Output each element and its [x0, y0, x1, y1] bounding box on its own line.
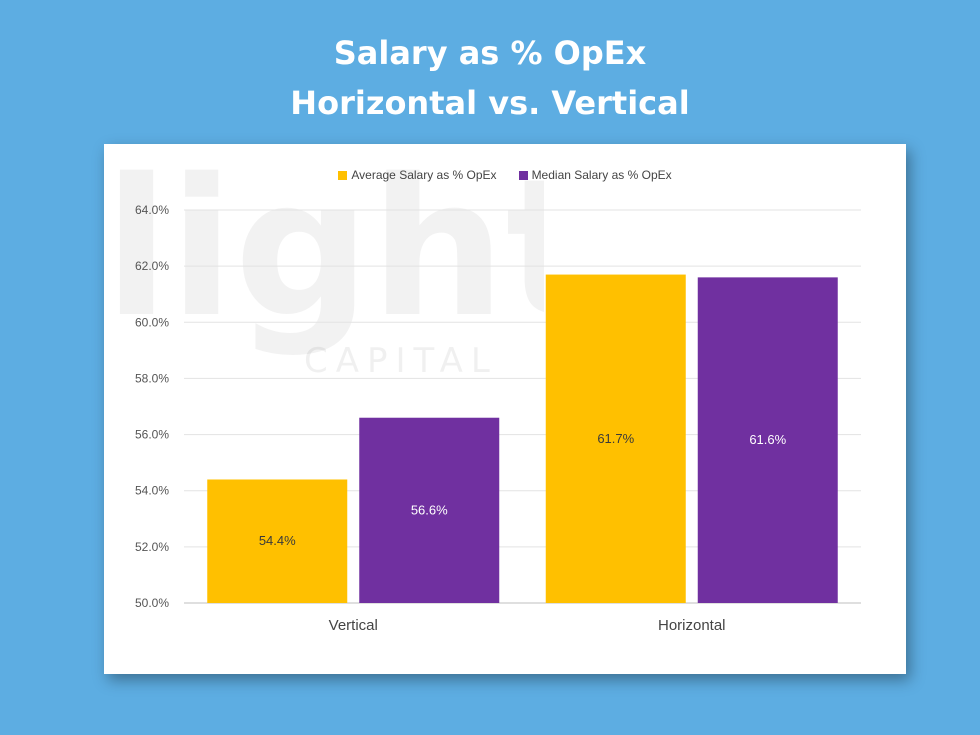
- x-tick-label: Vertical: [329, 617, 378, 634]
- bar-chart: 50.0% 52.0% 54.0% 56.0% 58.0% 60.0% 62.0% 64.0%…: [135, 203, 861, 634]
- chart-card: lighter CAPITAL Average Salary as % OpEx…: [104, 144, 906, 674]
- legend-label-average: Average Salary as % OpEx: [351, 168, 497, 182]
- legend-swatch-median: [518, 170, 528, 180]
- legend-item-average: Average Salary as % OpEx: [338, 168, 497, 182]
- legend-item-median: Median Salary as % OpEx: [518, 168, 672, 182]
- data-label: 56.6%: [411, 502, 448, 517]
- chart-title-line-2: Horizontal vs. Vertical: [290, 84, 690, 122]
- bar-median-horizontal: [697, 277, 838, 603]
- data-label: 61.7%: [597, 431, 634, 446]
- y-tick-label: 52.0%: [135, 540, 169, 554]
- data-label: 61.6%: [749, 432, 786, 447]
- legend: Average Salary as % OpEx Median Salary a…: [104, 168, 906, 182]
- data-label: 54.4%: [259, 533, 296, 548]
- bar-average-horizontal: [545, 274, 686, 603]
- bar-median-vertical: [359, 417, 500, 603]
- y-tick-label: 54.0%: [135, 484, 169, 498]
- y-tick-label: 50.0%: [135, 596, 169, 610]
- y-tick-label: 62.0%: [135, 259, 169, 273]
- y-tick-label: 64.0%: [135, 203, 169, 217]
- chart-title-line-1: Salary as % OpEx: [333, 34, 647, 72]
- y-tick-label: 58.0%: [135, 371, 169, 385]
- legend-label-median: Median Salary as % OpEx: [531, 168, 672, 182]
- legend-swatch-average: [338, 170, 348, 180]
- y-tick-label: 60.0%: [135, 315, 169, 329]
- bar-average-vertical: [207, 479, 348, 603]
- y-tick-label: 56.0%: [135, 428, 169, 442]
- x-tick-label: Horizontal: [658, 617, 726, 634]
